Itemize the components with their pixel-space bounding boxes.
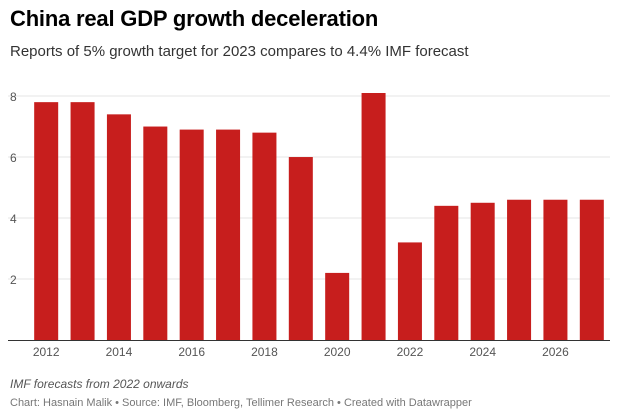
bar-2022: [398, 242, 422, 340]
bar-2026: [543, 200, 567, 340]
x-tick-label: 2016: [178, 345, 205, 359]
y-tick-label: 8: [10, 90, 17, 104]
y-tick-label: 6: [10, 151, 17, 165]
x-tick-label: 2014: [106, 345, 133, 359]
bar-2018: [252, 133, 276, 340]
bar-2024: [471, 203, 495, 340]
bar-2023: [434, 206, 458, 340]
bar-2017: [216, 130, 240, 340]
x-tick-label: 2022: [397, 345, 424, 359]
bar-2021: [362, 93, 386, 340]
bar-2012: [34, 102, 58, 340]
x-tick-label: 2018: [251, 345, 278, 359]
bar-2019: [289, 157, 313, 340]
x-tick-label: 2020: [324, 345, 351, 359]
bar-2027: [580, 200, 604, 340]
x-tick-label: 2024: [469, 345, 496, 359]
forecast-note: IMF forecasts from 2022 onwards: [10, 377, 189, 391]
chart-credits: Chart: Hasnain Malik • Source: IMF, Bloo…: [10, 397, 472, 409]
y-tick-label: 2: [10, 273, 17, 287]
bar-chart: 2 4 6 8 2012 2014 2016 2018 2020 2022 2024 2026: [0, 0, 620, 370]
x-tick-label: 2012: [33, 345, 60, 359]
y-tick-label: 4: [10, 212, 17, 226]
bar-2015: [143, 127, 167, 340]
bar-2014: [107, 114, 131, 340]
bar-2025: [507, 200, 531, 340]
x-tick-label: 2026: [542, 345, 569, 359]
bar-2020: [325, 273, 349, 340]
bar-2016: [180, 130, 204, 340]
bars: [34, 93, 604, 340]
bar-2013: [71, 102, 95, 340]
